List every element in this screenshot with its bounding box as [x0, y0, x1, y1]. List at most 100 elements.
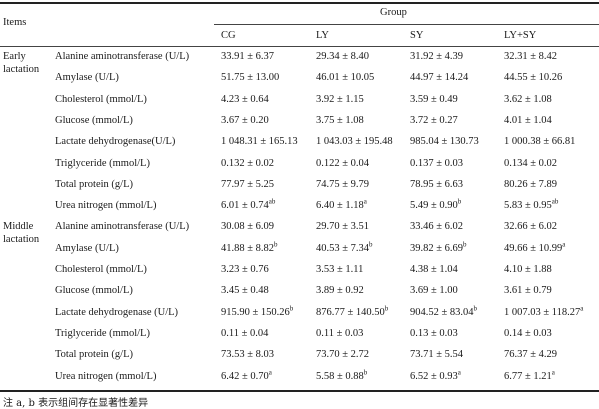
cell-value: 73.70 ± 2.72	[316, 349, 370, 361]
significance-letter: b	[289, 304, 294, 313]
table-cell: 6.01 ± 0.74ab	[221, 197, 276, 212]
significance-letter: ab	[268, 197, 276, 206]
cell-value: 33.91 ± 6.37	[221, 51, 275, 62]
table-cell: 3.53 ± 1.11	[316, 264, 363, 276]
group-col-sy: SY	[410, 30, 424, 41]
table-cell: 77.97 ± 5.25	[221, 179, 274, 191]
row-item-label: Glucose (mmol/L)	[55, 285, 133, 297]
section-label: Middle	[3, 221, 34, 233]
row-item-label: Triglyceride (mmol/L)	[55, 327, 150, 339]
significance-letter: b	[457, 197, 462, 206]
table-cell: 49.66 ± 10.99a	[504, 241, 565, 255]
table-cell: 31.92 ± 4.39	[410, 51, 463, 63]
table-cell: 74.75 ± 9.79	[316, 179, 369, 191]
table-cell: 3.61 ± 0.79	[504, 285, 552, 297]
table-cell: 30.08 ± 6.09	[221, 221, 274, 233]
table-cell: 44.97 ± 14.24	[410, 72, 468, 84]
cell-value: 6.40 ± 1.18	[316, 200, 364, 212]
table-cell: 3.89 ± 0.92	[316, 285, 364, 297]
cell-value: 0.14 ± 0.03	[504, 327, 552, 339]
significance-letter: a	[363, 197, 367, 206]
table-cell: 3.69 ± 1.00	[410, 285, 458, 297]
cell-value: 40.53 ± 7.34	[316, 242, 370, 254]
section-label: lactation	[3, 64, 40, 75]
table-cell: 985.04 ± 130.73	[410, 136, 479, 148]
cell-value: 0.137 ± 0.03	[410, 157, 464, 169]
table-cell: 29.70 ± 3.51	[316, 221, 369, 233]
row-item-label: Urea nitrogen (mmol/L)	[55, 200, 157, 212]
cell-value: 5.83 ± 0.95	[504, 200, 552, 212]
cell-value: 32.31 ± 8.42	[504, 51, 558, 62]
cell-value: 1 043.03 ± 195.48	[316, 136, 393, 148]
row-item-label: Amylase (U/L)	[55, 72, 119, 84]
cell-value: 30.08 ± 6.09	[221, 221, 275, 233]
row-item-label: Triglyceride (mmol/L)	[55, 157, 150, 169]
significance-letter: ab	[551, 197, 559, 206]
significance-letter: b	[473, 304, 478, 313]
table-cell: 39.82 ± 6.69b	[410, 241, 467, 255]
cell-value: 51.75 ± 13.00	[221, 72, 280, 84]
table-cell: 0.14 ± 0.03	[504, 328, 552, 340]
significance-letter: a	[580, 304, 584, 313]
row-item-label: Lactate dehydrogenase (U/L)	[55, 306, 179, 318]
cell-value: 29.34 ± 8.40	[316, 51, 370, 62]
cell-value: 5.58 ± 0.88	[316, 370, 364, 382]
table-cell: 904.52 ± 83.04b	[410, 304, 478, 319]
cell-value: 3.89 ± 0.92	[316, 285, 364, 297]
table-cell: 0.11 ± 0.03	[316, 328, 363, 340]
table-cell: 51.75 ± 13.00	[221, 72, 279, 84]
cell-value: 80.26 ± 7.89	[504, 178, 558, 190]
cell-value: 6.42 ± 0.70	[221, 370, 269, 382]
table-cell: 3.62 ± 1.08	[504, 94, 552, 106]
cell-value: 29.70 ± 3.51	[316, 221, 370, 233]
cell-value: 1 048.31 ± 165.13	[221, 136, 298, 148]
cell-value: 39.82 ± 6.69	[410, 242, 464, 254]
group-col-ly-sy: LY+SY	[504, 30, 537, 41]
cell-value: 31.92 ± 4.39	[410, 51, 464, 62]
cell-value: 3.45 ± 0.48	[221, 285, 269, 297]
cell-value: 3.72 ± 0.27	[410, 114, 458, 126]
table-cell: 73.53 ± 8.03	[221, 349, 274, 361]
cell-value: 0.11 ± 0.04	[221, 327, 269, 339]
cell-value: 73.71 ± 5.54	[410, 349, 464, 361]
significance-letter: b	[384, 304, 389, 313]
row-item-label: Alanine aminotransferase (U/L)	[55, 51, 190, 62]
cell-value: 6.01 ± 0.74	[221, 200, 269, 212]
table-cell: 5.49 ± 0.90b	[410, 197, 462, 212]
group-col-ly: LY	[316, 30, 329, 41]
cell-value: 0.132 ± 0.02	[221, 157, 275, 169]
row-item-label: Cholesterol (mmol/L)	[55, 264, 147, 275]
row-item-label: Alanine aminotransferase (U/L)	[55, 221, 190, 233]
row-item-label: Total protein (g/L)	[55, 349, 133, 361]
table-cell: 0.134 ± 0.02	[504, 158, 557, 170]
cell-value: 41.88 ± 8.82	[221, 242, 275, 254]
cell-value: 3.59 ± 0.49	[410, 93, 458, 105]
section-label: Early	[3, 51, 26, 62]
table-bottom-rule	[0, 390, 599, 392]
table-cell: 41.88 ± 8.82b	[221, 241, 278, 255]
significance-letter: a	[551, 368, 555, 376]
row-item-label: Urea nitrogen (mmol/L)	[55, 370, 157, 382]
cell-value: 3.61 ± 0.79	[504, 285, 552, 297]
cell-value: 1 007.03 ± 118.27	[504, 306, 581, 318]
table-cell: 4.01 ± 1.04	[504, 115, 552, 127]
group-header: Group	[380, 7, 407, 18]
significance-letter: a	[457, 368, 461, 376]
table-cell: 3.59 ± 0.49	[410, 94, 458, 106]
table-cell: 33.91 ± 6.37	[221, 51, 274, 63]
table-cell: 1 007.03 ± 118.27a	[504, 304, 584, 319]
table-cell: 1 000.38 ± 66.81	[504, 136, 575, 148]
cell-value: 3.62 ± 1.08	[504, 93, 552, 105]
header-bottom-rule	[0, 46, 599, 47]
cell-value: 76.37 ± 4.29	[504, 349, 558, 361]
table-cell: 76.37 ± 4.29	[504, 349, 557, 361]
cell-value: 33.46 ± 6.02	[410, 221, 464, 233]
table-cell: 0.132 ± 0.02	[221, 158, 274, 170]
table-cell: 4.38 ± 1.04	[410, 264, 458, 276]
row-item-label: Total protein (g/L)	[55, 178, 133, 190]
cell-value: 44.97 ± 14.24	[410, 72, 469, 84]
section-label: lactation	[3, 234, 40, 246]
table-cell: 3.75 ± 1.08	[316, 115, 364, 127]
table-cell: 29.34 ± 8.40	[316, 51, 369, 63]
group-col-cg: CG	[221, 30, 236, 41]
